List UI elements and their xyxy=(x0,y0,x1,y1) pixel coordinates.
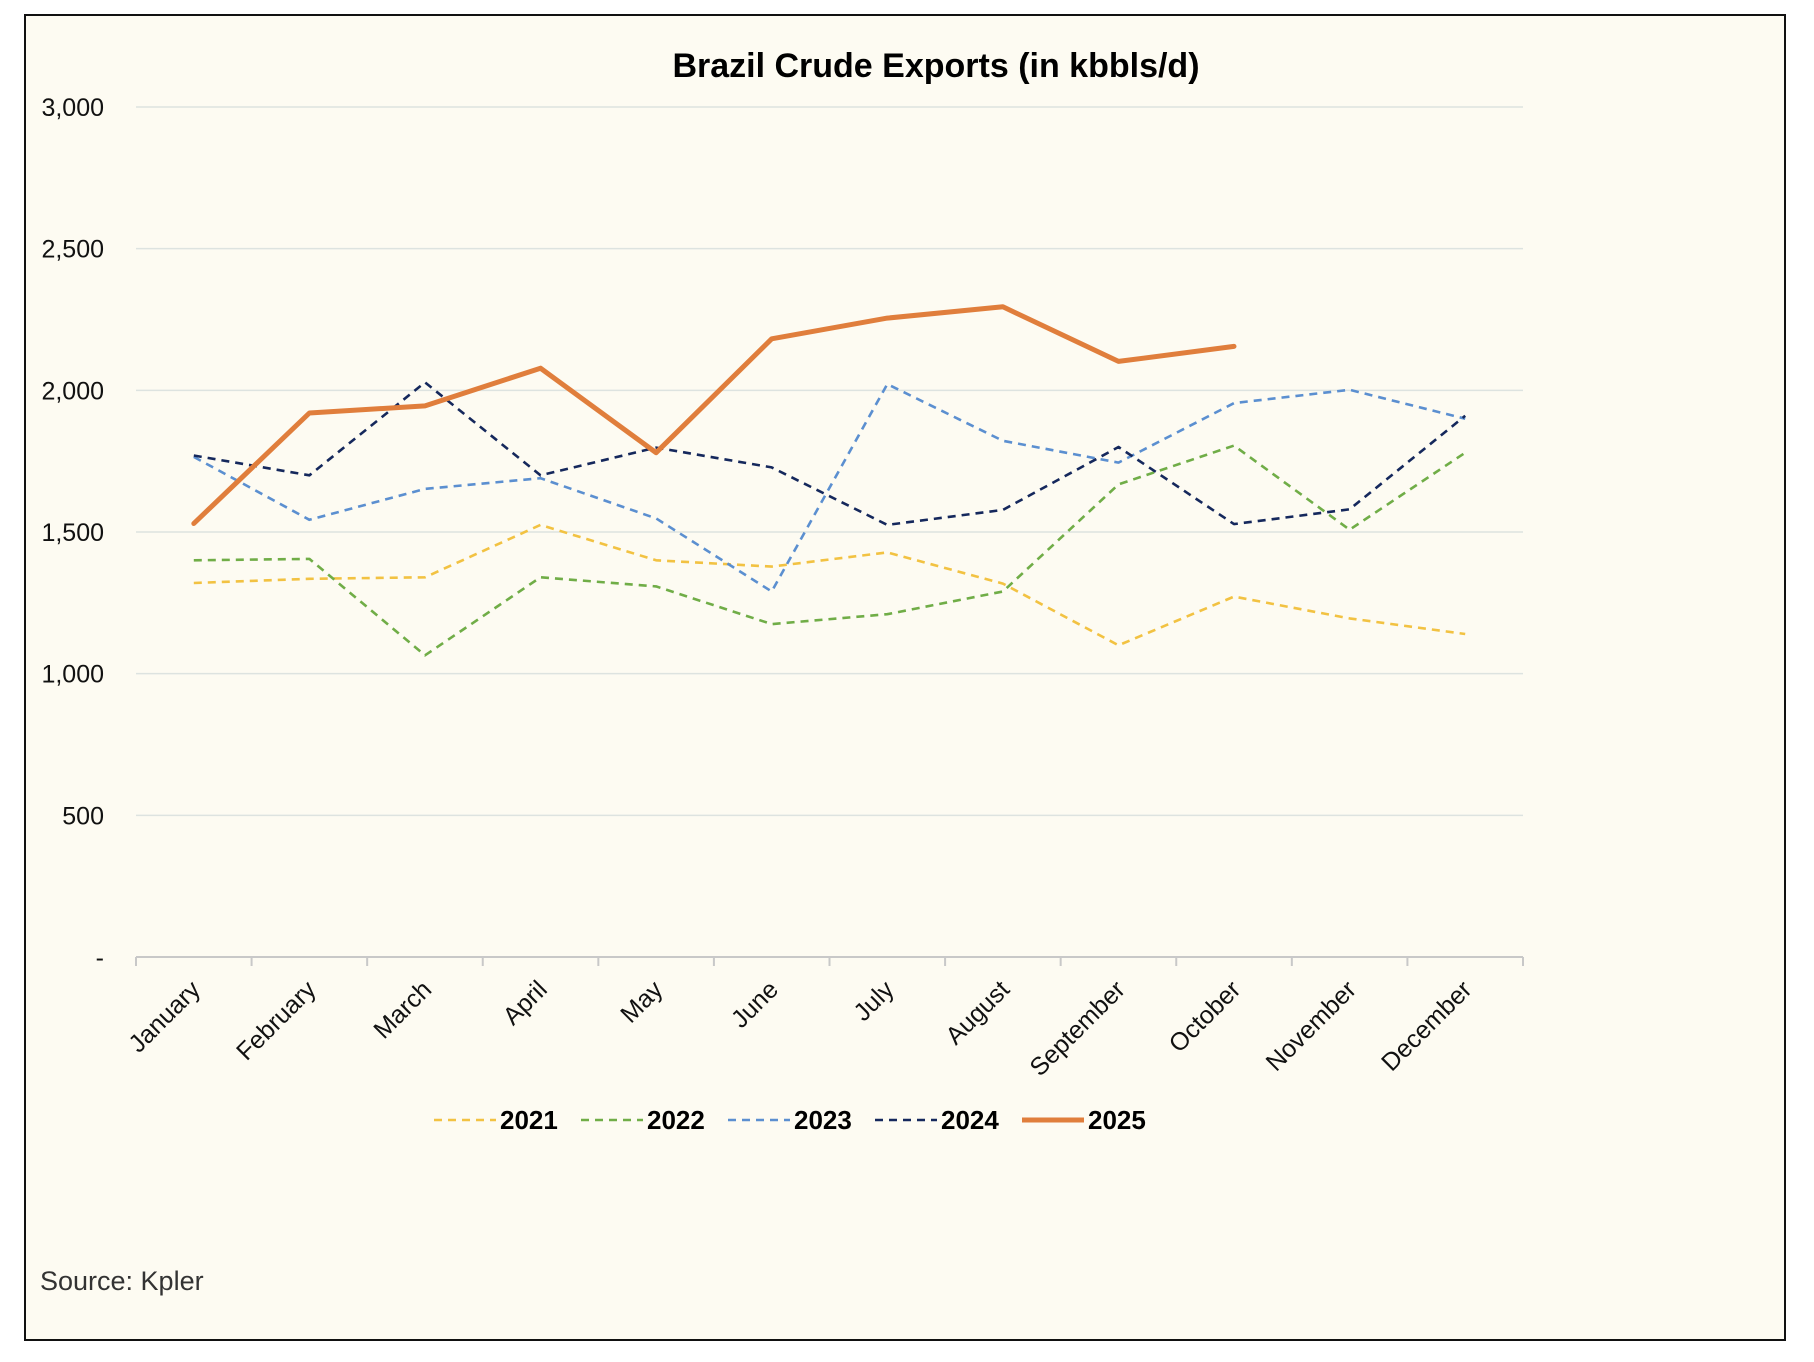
legend-item-2025: 2025 xyxy=(1022,1105,1146,1135)
legend-label: 2022 xyxy=(647,1105,705,1135)
legend-item-2021: 2021 xyxy=(434,1105,558,1135)
x-tick-label: July xyxy=(848,975,900,1027)
series-line-2023 xyxy=(193,382,1466,593)
y-tick-label: 2,500 xyxy=(41,236,104,264)
x-tick-label: May xyxy=(615,975,669,1029)
series-line-2021 xyxy=(193,523,1466,647)
y-tick-label: - xyxy=(96,944,104,972)
chart-svg: Brazil Crude Exports (in kbbls/d) - 500 1,… xyxy=(40,47,1524,1296)
series-line-2024 xyxy=(193,381,1467,527)
legend-label: 2025 xyxy=(1088,1105,1146,1135)
y-tick-label: 1,500 xyxy=(41,519,104,547)
axis-layer: - 500 1,000 1,500 2,000 2,500 3,000 January Febr… xyxy=(41,94,1524,1082)
x-tick-label: December xyxy=(1376,975,1477,1076)
x-tick-label: January xyxy=(123,975,206,1058)
x-tick-label: August xyxy=(940,975,1015,1050)
source-note: Source: Kpler xyxy=(40,1266,204,1296)
legend-item-2023: 2023 xyxy=(728,1105,852,1135)
series-layer xyxy=(191,304,1467,657)
x-tick-label: October xyxy=(1164,975,1247,1058)
x-tick-label: June xyxy=(726,975,784,1033)
y-tick-label: 3,000 xyxy=(41,94,104,122)
x-tick-label: April xyxy=(498,975,553,1030)
chart-frame: Brazil Crude Exports (in kbbls/d) - 500 1,… xyxy=(24,14,1786,1341)
legend-item-2022: 2022 xyxy=(581,1105,705,1135)
y-tick-label: 1,000 xyxy=(41,661,104,689)
x-tick-label: March xyxy=(368,975,437,1044)
legend-label: 2021 xyxy=(500,1105,558,1135)
chart-title: Brazil Crude Exports (in kbbls/d) xyxy=(672,47,1199,85)
series-line-2025 xyxy=(191,304,1237,526)
series-line-2022 xyxy=(193,444,1466,657)
legend: 2021 2022 2023 2024 2025 xyxy=(434,1105,1146,1135)
grid-layer xyxy=(136,106,1523,817)
x-tick-label: February xyxy=(231,975,322,1066)
y-tick-label: 2,000 xyxy=(41,377,104,405)
x-tick-label: November xyxy=(1261,975,1362,1076)
y-tick-label: 500 xyxy=(62,802,104,830)
legend-label: 2023 xyxy=(794,1105,852,1135)
legend-item-2024: 2024 xyxy=(875,1105,999,1135)
x-tick-label: September xyxy=(1024,975,1130,1081)
legend-label: 2024 xyxy=(941,1105,999,1135)
